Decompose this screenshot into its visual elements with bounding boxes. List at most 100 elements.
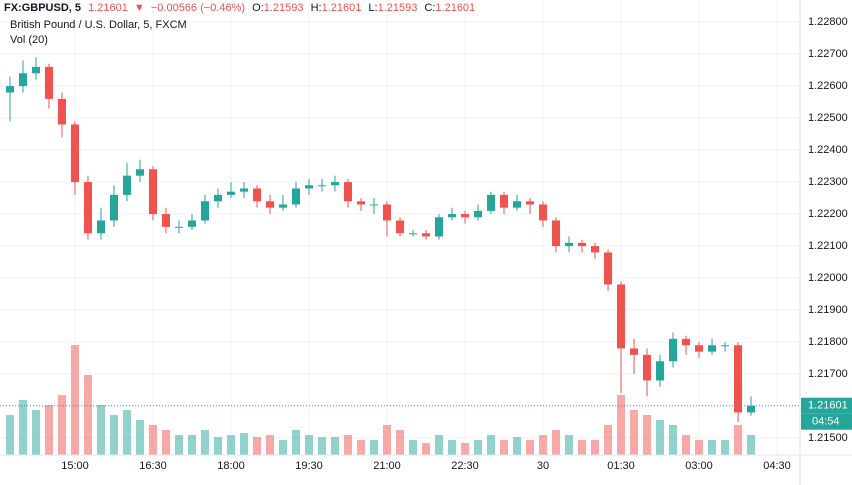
x-tick-label: 18:00 <box>217 460 245 472</box>
candle-body <box>746 405 756 413</box>
candle-body <box>434 217 444 237</box>
candle-body <box>538 204 548 221</box>
candle-body <box>720 345 730 347</box>
volume-bar <box>265 435 275 455</box>
candle-body <box>694 345 704 352</box>
volume-bar <box>200 430 210 455</box>
candle-body <box>291 188 301 205</box>
candle-body <box>343 182 353 202</box>
volume-bar <box>499 440 509 455</box>
volume-bar <box>83 375 93 455</box>
volume-bar <box>746 435 756 455</box>
volume-bar <box>642 415 652 455</box>
candle-body <box>616 284 626 349</box>
chart-title: British Pound / U.S. Dollar, 5, FXCM <box>10 19 187 31</box>
y-tick-label: 1.21900 <box>808 304 848 316</box>
candle-body <box>733 345 743 413</box>
candle-body <box>577 242 587 247</box>
volume-bar <box>213 437 223 455</box>
volume-bar <box>421 443 431 455</box>
volume-bar <box>590 440 600 455</box>
x-tick-label: 04:30 <box>763 460 791 472</box>
candle-body <box>564 242 574 247</box>
candle-body <box>187 220 197 227</box>
volume-bar <box>343 435 353 455</box>
header: FX:GBPUSD, 5 1.21601 ▼ −0.00566 (−0.46%)… <box>4 2 475 14</box>
candle-body <box>31 66 40 74</box>
volume-bar <box>681 435 691 455</box>
volume-bar <box>525 440 535 455</box>
symbol: FX:GBPUSD, 5 <box>4 2 81 14</box>
volume-bar <box>694 440 704 455</box>
y-tick-label: 1.22400 <box>808 144 848 156</box>
volume-bar <box>434 435 444 455</box>
x-tick-label: 21:00 <box>373 460 401 472</box>
ohlc-value: 1.21593 <box>378 2 418 14</box>
volume-bar <box>356 440 366 455</box>
volume-bar <box>668 425 678 455</box>
volume-bar <box>564 435 574 455</box>
volume-bar <box>447 440 457 455</box>
candle-body <box>252 188 262 202</box>
volume-bar <box>291 430 301 455</box>
candle-body <box>642 354 652 381</box>
y-tick-label: 1.22500 <box>808 112 848 124</box>
direction: ▼ <box>134 2 145 14</box>
candle-body <box>382 204 392 221</box>
volume-bar <box>655 420 665 455</box>
candle-body <box>109 194 119 221</box>
candle-body <box>57 98 67 125</box>
y-tick-label: 1.21700 <box>808 368 848 380</box>
volume-bar <box>239 433 249 455</box>
axes: 1.22800 1.22700 1.22600 1.22500 1.22400 1.223… <box>0 16 852 472</box>
candle-body <box>96 220 106 234</box>
change: −0.00566 (−0.46%) <box>151 2 245 14</box>
volume-bar <box>174 435 184 455</box>
x-tick-label: 19:30 <box>295 460 323 472</box>
x-tick-label: 16:30 <box>139 460 167 472</box>
grid <box>0 0 800 455</box>
candle-body <box>668 338 678 362</box>
y-tick-label: 1.22200 <box>808 208 848 220</box>
volume-pane <box>5 345 756 455</box>
volume-bar <box>577 440 587 455</box>
candle-body <box>486 194 496 211</box>
volume-bar <box>486 435 496 455</box>
last-price: 1.21601 <box>88 2 128 14</box>
volume-bar <box>551 430 561 455</box>
volume-bar <box>395 430 405 455</box>
candle-body <box>408 233 418 235</box>
countdown-label: 04:54 <box>812 416 840 428</box>
candle-body <box>265 201 275 208</box>
candle-body <box>122 175 132 195</box>
volume-bar <box>369 440 379 455</box>
candle-body <box>5 86 14 93</box>
ohlc-value: 1.21593 <box>264 2 304 14</box>
y-tick-label: 1.22600 <box>808 80 848 92</box>
y-tick-label: 1.21800 <box>808 336 848 348</box>
volume-bar <box>317 437 327 455</box>
price-tag <box>801 397 852 414</box>
volume-bar <box>603 425 613 455</box>
candle-body <box>44 66 54 99</box>
candle-body <box>460 214 470 218</box>
candle-body <box>421 233 431 237</box>
volume-bar <box>512 437 522 455</box>
candle-body <box>473 210 483 218</box>
x-tick-label: 22:30 <box>451 460 479 472</box>
ohlc-value: 1.21601 <box>435 2 475 14</box>
candle-body <box>278 204 288 208</box>
volume-bar <box>122 410 132 455</box>
volume-bar <box>304 435 314 455</box>
ohlc-value: 1.21601 <box>322 2 362 14</box>
price-tag-label: 1.21601 <box>808 400 848 412</box>
candle-body <box>161 214 171 227</box>
volume-bar <box>460 443 470 455</box>
volume-bar <box>473 440 483 455</box>
volume-bar <box>720 440 730 455</box>
volume-bar <box>187 435 197 455</box>
ohlc-label: L: <box>368 2 377 14</box>
candle-body <box>499 194 509 208</box>
ohlc-label: O: <box>252 2 264 14</box>
candle-body <box>525 201 535 205</box>
